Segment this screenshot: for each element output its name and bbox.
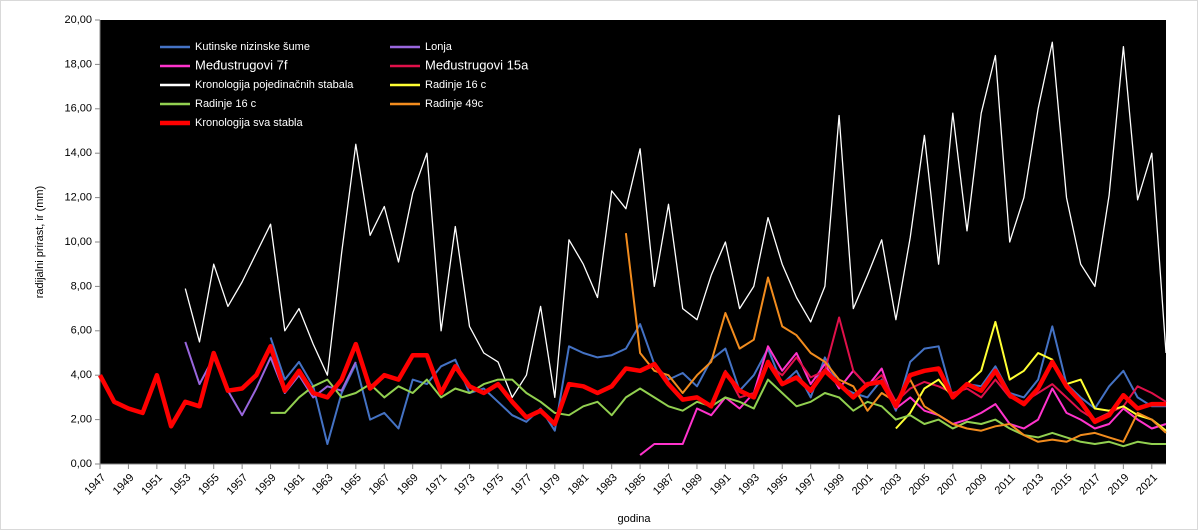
legend-label: Međustrugovi 7f	[195, 57, 288, 72]
series-line	[639, 345, 1167, 456]
x-axis-label: godina	[617, 513, 651, 525]
legend-label: Kronologija pojedinačnih stabala	[195, 79, 354, 91]
y-tick-label: 10,00	[64, 236, 92, 248]
legend-label: Kronologija sva stabla	[195, 117, 304, 129]
y-tick-label: 20,00	[64, 14, 92, 26]
y-tick-label: 0,00	[71, 458, 92, 470]
legend-label: Međustrugovi 15a	[425, 57, 529, 72]
series-line	[98, 341, 1166, 429]
y-tick-label: 8,00	[71, 280, 92, 292]
y-tick-label: 2,00	[71, 414, 92, 426]
y-tick-label: 16,00	[64, 103, 92, 115]
legend-label: Radinje 49c	[425, 98, 484, 110]
legend-label: Radinje 16 c	[195, 98, 257, 110]
y-tick-label: 4,00	[71, 369, 92, 381]
legend-label: Lonja	[425, 41, 453, 53]
y-tick-label: 12,00	[64, 192, 92, 204]
y-tick-label: 14,00	[64, 147, 92, 159]
series-line	[184, 41, 1167, 399]
y-tick-label: 18,00	[64, 58, 92, 70]
series-line	[269, 323, 1166, 445]
series-line	[270, 378, 1166, 448]
y-tick-label: 6,00	[71, 325, 92, 337]
legend-label: Radinje 16 c	[425, 79, 487, 91]
legend-label: Kutinske nizinske šume	[195, 41, 310, 53]
y-axis-label: radijalni prirast, ir (mm)	[34, 186, 46, 298]
series-line	[895, 320, 1167, 432]
